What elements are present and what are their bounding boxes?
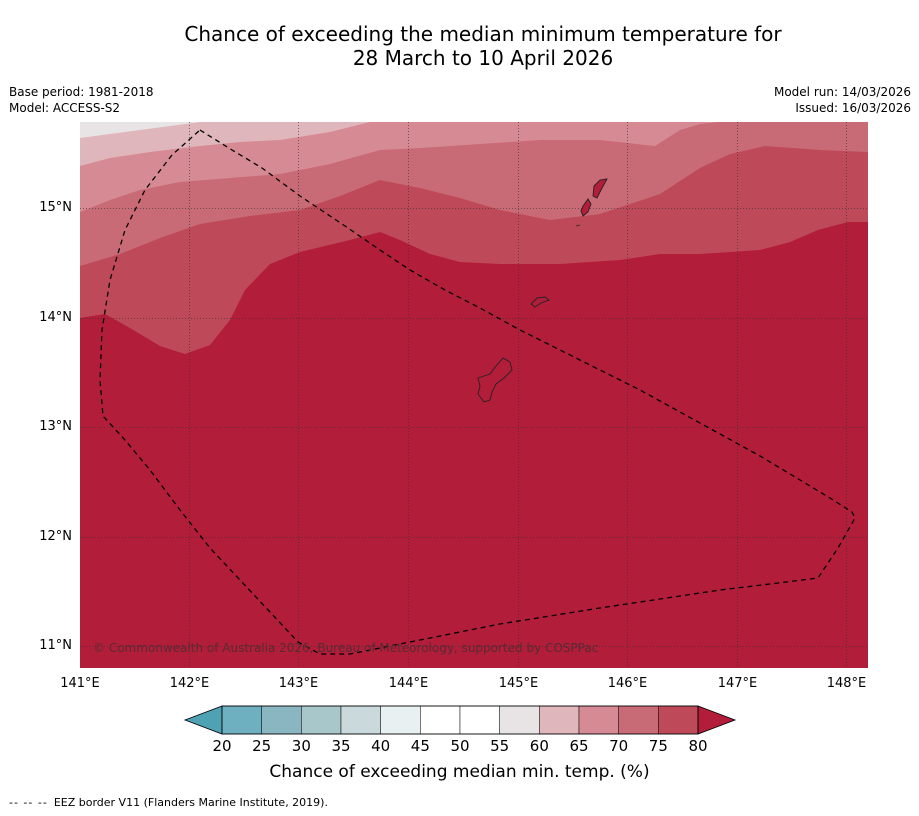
colorbar-cell — [221, 705, 262, 735]
eez-border-legend-symbol: -- -- -- — [9, 796, 48, 809]
x-tick-label: 142°E — [169, 676, 210, 691]
y-tick-label: 13°N — [39, 419, 72, 434]
colorbar-tick-label: 65 — [569, 737, 589, 755]
colorbar-tick-label: 70 — [609, 737, 629, 755]
region-55-60 — [80, 122, 200, 138]
colorbar-tick-label: 55 — [490, 737, 510, 755]
colorbar-cell — [301, 705, 342, 735]
x-tick-label: 141°E — [60, 676, 100, 691]
meta-left: Base period: 1981-2018 Model: ACCESS-S2 — [9, 84, 154, 116]
colorbar-tick-label: 45 — [410, 737, 430, 755]
meta-right: Model run: 14/03/2026 Issued: 16/03/2026 — [774, 84, 911, 116]
colorbar-cell — [459, 705, 500, 735]
y-tick-label: 12°N — [39, 529, 72, 544]
tinian-island — [580, 198, 592, 217]
colorbar-tick-label: 40 — [371, 737, 391, 755]
colorbar-tick-label: 75 — [648, 737, 668, 755]
footnote-text: EEZ border V11 (Flanders Marine Institut… — [53, 796, 328, 809]
colorbar-cell — [380, 705, 421, 735]
region-60-65 — [80, 122, 370, 166]
colorbar-tick-label: 30 — [291, 737, 311, 755]
guam-island — [477, 357, 513, 403]
chart-title: Chance of exceeding the median minimum t… — [0, 22, 919, 70]
footnote: -- -- -- EEZ border V11 (Flanders Marine … — [9, 796, 328, 809]
x-tick-label: 143°E — [278, 676, 319, 691]
rota-island — [530, 296, 550, 308]
region-65-70 — [80, 122, 720, 212]
colorbar-cell — [261, 705, 302, 735]
colorbar-frame — [221, 705, 699, 735]
colorbar-tick-label: 25 — [252, 737, 272, 755]
y-tick-label: 15°N — [39, 200, 72, 215]
model-name: Model: ACCESS-S2 — [9, 101, 121, 115]
colorbar-cell — [499, 705, 540, 735]
map-area — [80, 122, 868, 668]
colorbar-cell — [420, 705, 461, 735]
colorbar-tick-label: 20 — [212, 737, 232, 755]
x-tick-label: 146°E — [607, 676, 648, 691]
saipan-island — [592, 178, 608, 199]
x-tick-label: 148°E — [826, 676, 867, 691]
x-tick-label: 145°E — [498, 676, 539, 691]
title-line-2: 28 March to 10 April 2026 — [352, 46, 614, 70]
colorbar-cell — [618, 705, 659, 735]
model-run: Model run: 14/03/2026 — [773, 85, 911, 99]
colorbar-low-extend — [183, 705, 223, 735]
colorbar-cell — [340, 705, 381, 735]
aguijan-island — [575, 224, 581, 227]
colorbar-title: Chance of exceeding median min. temp. (%… — [269, 762, 650, 782]
colorbar-tick-label: 50 — [450, 737, 470, 755]
base-period: Base period: 1981-2018 — [9, 85, 154, 99]
colorbar-cell — [578, 705, 619, 735]
y-tick-label: 11°N — [39, 638, 72, 653]
title-line-1: Chance of exceeding the median minimum t… — [184, 22, 782, 46]
colorbar-tick-label: 80 — [688, 737, 708, 755]
colorbar-tick-label: 35 — [331, 737, 351, 755]
x-tick-label: 144°E — [388, 676, 429, 691]
copyright-credit: © Commonwealth of Australia 2026, Bureau… — [93, 641, 599, 655]
issued-date: Issued: 16/03/2026 — [795, 101, 911, 115]
x-tick-label: 147°E — [717, 676, 758, 691]
colorbar-cell — [539, 705, 580, 735]
colorbar — [183, 705, 737, 735]
islands — [477, 178, 608, 403]
gridlines — [80, 122, 868, 668]
y-tick-label: 14°N — [39, 310, 72, 325]
colorbar-high-extend — [697, 705, 737, 735]
colorbar-tick-label: 60 — [529, 737, 549, 755]
eez-border — [99, 129, 856, 655]
colorbar-cell — [658, 705, 699, 735]
